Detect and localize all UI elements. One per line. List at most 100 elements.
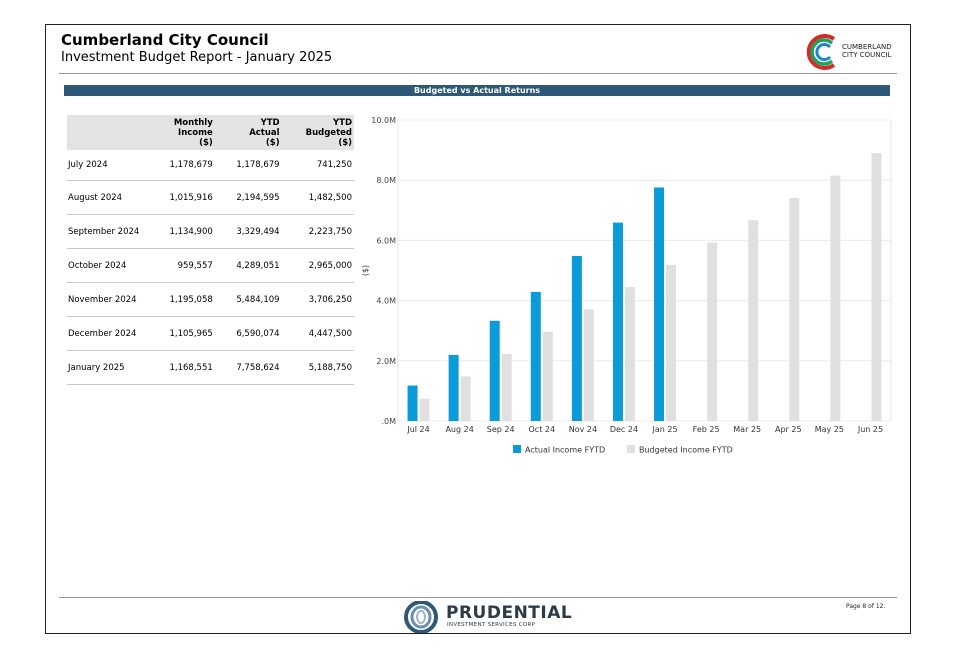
x-tick-label: Apr 25 <box>775 425 802 434</box>
legend-label: Actual Income FYTD <box>525 446 605 455</box>
table-row: January 2025 1,168,551 7,758,624 5,188,7… <box>67 350 354 385</box>
x-tick-label: May 25 <box>815 425 844 434</box>
header-line: YTD <box>260 118 280 128</box>
bar-actual <box>654 187 665 421</box>
x-tick-label: Feb 25 <box>693 425 720 434</box>
x-tick-label: Mar 25 <box>733 425 761 434</box>
bar-actual <box>571 255 582 421</box>
x-tick-label: Aug 24 <box>445 425 473 434</box>
row-label: October 2024 <box>67 248 148 283</box>
y-tick-label: 8.0M <box>376 176 396 185</box>
cumberland-logo: CUMBERLAND CITY COUNCIL <box>806 32 898 74</box>
header-line: ($) <box>338 138 352 148</box>
table-row: December 2024 1,105,965 6,590,074 4,447,… <box>67 316 354 351</box>
ytd-actual-cell: 3,329,494 <box>214 214 282 249</box>
ytd-actual-cell: 7,758,624 <box>214 350 282 385</box>
y-tick-label: .0M <box>381 417 396 426</box>
page-frame <box>45 24 911 634</box>
row-label: July 2024 <box>67 150 148 181</box>
monthly-income-cell: 1,015,916 <box>147 180 215 215</box>
cumberland-logo-icon <box>806 34 836 70</box>
monthly-income-cell: 1,105,965 <box>147 316 215 351</box>
table-header-cell: Monthly Income ($) <box>147 115 215 150</box>
logo-text-line1: CUMBERLAND <box>842 43 892 51</box>
row-label: November 2024 <box>67 282 148 317</box>
ytd-budgeted-cell: 2,223,750 <box>281 214 354 249</box>
ytd-budgeted-cell: 2,965,000 <box>281 248 354 283</box>
y-tick-label: 10.0M <box>371 116 396 125</box>
page-subtitle: Investment Budget Report - January 2025 <box>61 50 333 65</box>
row-label: December 2024 <box>67 316 148 351</box>
monthly-income-cell: 1,134,900 <box>147 214 215 249</box>
legend-swatch <box>627 445 635 453</box>
bar-budgeted <box>707 242 718 421</box>
ytd-budgeted-cell: 741,250 <box>281 150 354 181</box>
x-tick-label: Nov 24 <box>569 425 597 434</box>
monthly-income-cell: 1,168,551 <box>147 350 215 385</box>
bar-actual <box>489 320 500 421</box>
monthly-income-cell: 1,178,679 <box>147 150 215 181</box>
plot-area <box>397 119 892 422</box>
x-tick-label: Sep 24 <box>487 425 515 434</box>
bar-budgeted <box>583 309 594 421</box>
bar-actual <box>612 222 623 421</box>
x-tick-label: Jan 25 <box>652 425 678 434</box>
bar-budgeted <box>501 354 512 421</box>
header-line: YTD <box>332 118 352 128</box>
table-row: July 2024 1,178,679 1,178,679 741,250 <box>67 150 354 181</box>
bar-budgeted <box>542 331 553 421</box>
y-tick-label: 6.0M <box>376 236 396 245</box>
header-line: Budgeted <box>305 128 352 138</box>
x-tick-label: Jun 25 <box>857 425 883 434</box>
returns-table: Monthly Income ($) YTD Actual ($) YTD Bu… <box>67 115 354 385</box>
ytd-actual-cell: 6,590,074 <box>214 316 282 351</box>
header-line: ($) <box>199 138 213 148</box>
table-row: November 2024 1,195,058 5,484,109 3,706,… <box>67 282 354 317</box>
prudential-logo-icon <box>404 600 438 634</box>
header-line: Income <box>178 128 213 138</box>
table-row: October 2024 959,557 4,289,051 2,965,000 <box>67 248 354 283</box>
section-banner: Budgeted vs Actual Returns <box>64 85 890 96</box>
bar-budgeted <box>830 175 841 421</box>
logo-text-line2: CITY COUNCIL <box>842 51 892 59</box>
x-tick-label: Oct 24 <box>529 425 556 434</box>
ytd-actual-cell: 1,178,679 <box>214 150 282 181</box>
row-label: January 2025 <box>67 350 148 385</box>
table-header-cell: YTD Actual ($) <box>214 115 282 150</box>
page-number: Page 8 of 12. <box>846 603 886 610</box>
header-line: ($) <box>265 138 280 148</box>
header-line: Actual <box>249 128 280 138</box>
bar-budgeted <box>419 398 430 421</box>
ytd-budgeted-cell: 5,188,750 <box>281 350 354 385</box>
bar-budgeted <box>871 153 882 421</box>
table-header-row: Monthly Income ($) YTD Actual ($) YTD Bu… <box>67 115 354 150</box>
legend-swatch <box>513 445 521 453</box>
table-row: September 2024 1,134,900 3,329,494 2,223… <box>67 214 354 249</box>
ytd-budgeted-cell: 3,706,250 <box>281 282 354 317</box>
ytd-budgeted-cell: 4,447,500 <box>281 316 354 351</box>
table-row: August 2024 1,015,916 2,194,595 1,482,50… <box>67 180 354 215</box>
bar-actual <box>448 354 459 421</box>
y-axis-label: ($) <box>361 265 370 276</box>
y-tick-label: 2.0M <box>376 357 396 366</box>
y-tick-label: 4.0M <box>376 297 396 306</box>
bar-actual <box>407 385 418 421</box>
ytd-budgeted-cell: 1,482,500 <box>281 180 354 215</box>
bar-budgeted <box>460 376 471 421</box>
page-title: Cumberland City Council <box>61 31 269 49</box>
bar-budgeted <box>666 264 677 421</box>
prudential-logo: PRUDENTIAL INVESTMENT SERVICES CORP <box>404 600 572 634</box>
x-tick-label: Jul 24 <box>406 425 429 434</box>
legend-label: Budgeted Income FYTD <box>639 446 733 455</box>
bar-actual <box>530 291 541 421</box>
ytd-actual-cell: 2,194,595 <box>214 180 282 215</box>
row-label: August 2024 <box>67 180 148 215</box>
bar-budgeted <box>624 287 635 421</box>
row-label: September 2024 <box>67 214 148 249</box>
header-line: Monthly <box>173 118 213 128</box>
ytd-actual-cell: 5,484,109 <box>214 282 282 317</box>
brand-subtitle: INVESTMENT SERVICES CORP <box>447 622 536 628</box>
table-header-cell: YTD Budgeted ($) <box>281 115 354 150</box>
header-divider <box>59 73 897 74</box>
brand-name: PRUDENTIAL <box>446 603 573 623</box>
